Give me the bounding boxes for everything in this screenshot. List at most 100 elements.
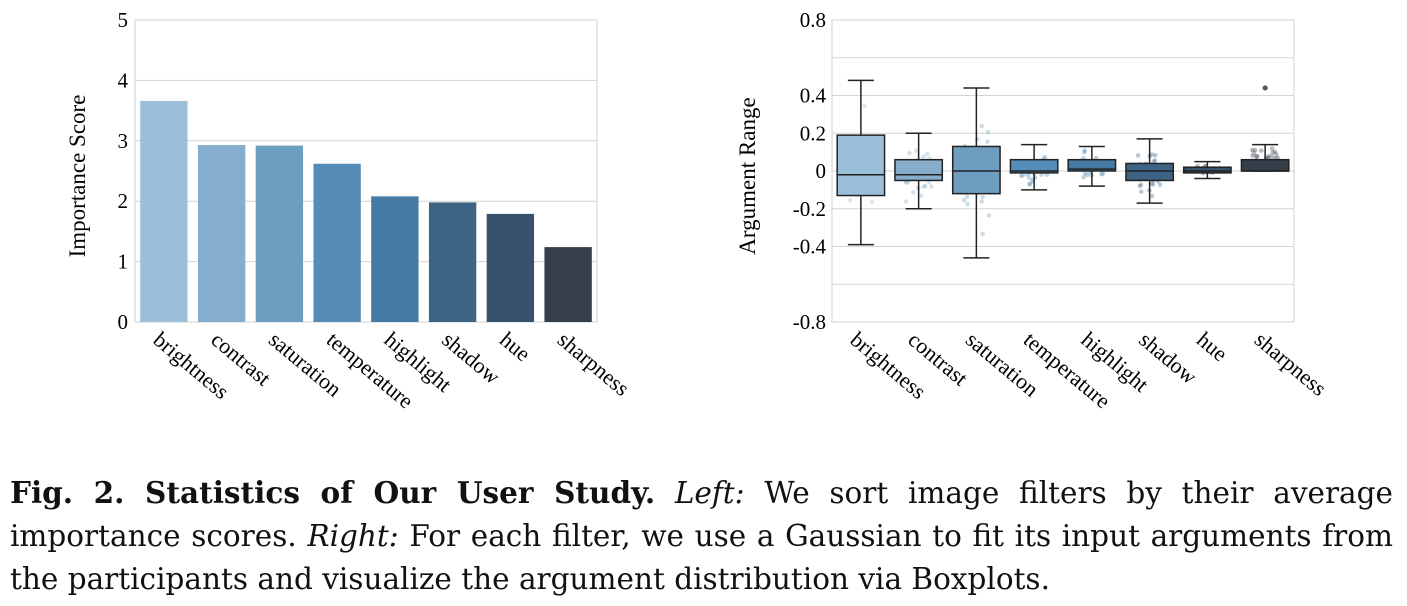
strip-point: [921, 184, 927, 189]
strip-point: [1042, 154, 1048, 160]
y-tick-label: 0: [118, 310, 129, 334]
strip-point: [1251, 150, 1257, 156]
y-tick-label: 2: [118, 189, 129, 213]
strip-point: [903, 199, 909, 204]
strip-point: [1152, 158, 1158, 163]
bar-sharpness: [544, 247, 592, 322]
strip-point: [1266, 153, 1271, 159]
strip-point: [1274, 152, 1279, 157]
bar-hue: [486, 213, 535, 322]
strip-point: [905, 180, 910, 185]
box-temperature: [1009, 158, 1059, 174]
bar-brightness: [140, 100, 188, 322]
strip-point: [980, 231, 985, 237]
strip-point: [869, 199, 875, 205]
strip-point: [1026, 175, 1032, 180]
strip-point: [1027, 181, 1032, 187]
strip-point: [1269, 154, 1274, 159]
y-tick-label: 0.8: [800, 8, 826, 32]
caption-right-label: Right:: [307, 519, 399, 553]
bar-temperature: [313, 163, 361, 322]
box-shadow: [1125, 162, 1175, 182]
caption-left-text: We sort image filters by their average i…: [10, 476, 1393, 553]
strip-point: [1081, 174, 1086, 180]
y-tick-label: 1: [118, 250, 129, 274]
strip-point: [1250, 153, 1255, 159]
strip-point: [985, 139, 990, 144]
strip-point: [1138, 182, 1144, 188]
box-saturation: [951, 145, 1001, 195]
strip-point: [1135, 153, 1141, 158]
strip-point: [920, 154, 926, 160]
y-tick-label: -0.8: [793, 310, 826, 334]
strip-point: [985, 129, 991, 135]
strip-point: [965, 201, 970, 207]
strip-point: [1149, 193, 1155, 199]
strip-point: [1250, 147, 1255, 153]
strip-point: [847, 197, 853, 203]
x-tick-label-hue: hue: [1192, 327, 1232, 367]
strip-point: [1254, 154, 1260, 159]
bar-chart: 012345brightnesscontrastsaturationtemper…: [65, 8, 635, 413]
strip-point: [1252, 147, 1258, 153]
y-tick-label: 0.2: [800, 121, 826, 145]
strip-point: [1137, 183, 1143, 189]
strip-point: [1085, 172, 1090, 178]
box-hue: [1182, 166, 1232, 174]
strip-point: [1018, 173, 1024, 178]
strip-point: [1081, 149, 1087, 155]
strip-point: [1027, 181, 1032, 187]
bar-saturation: [255, 145, 304, 322]
strip-point: [929, 184, 934, 189]
caption-right-text: For each filter, we use a Gaussian to fi…: [10, 519, 1393, 596]
strip-point: [1082, 170, 1088, 176]
strip-point: [961, 197, 967, 203]
box-sharpness: [1240, 158, 1290, 172]
strip-point: [911, 190, 916, 195]
strip-point: [1272, 149, 1278, 155]
x-tick-label-sharpness: sharpness: [1250, 327, 1332, 401]
box-contrast: [894, 158, 944, 182]
caption-left-label: Left:: [674, 476, 745, 510]
strip-point: [1138, 189, 1144, 194]
figure-charts: 012345brightnesscontrastsaturationtemper…: [65, 8, 1332, 413]
bar-shadow: [428, 202, 477, 322]
strip-point: [914, 148, 919, 153]
strip-point: [1150, 182, 1156, 187]
x-tick-label-hue: hue: [495, 327, 535, 367]
strip-point: [1153, 153, 1158, 158]
bar-contrast: [197, 145, 246, 322]
strip-point: [1029, 179, 1035, 184]
strip-point: [1254, 153, 1260, 159]
strip-point: [979, 123, 985, 129]
plot-frame: [831, 19, 1295, 323]
box-highlight: [1067, 158, 1117, 172]
x-tick-label-sharpness: sharpness: [553, 327, 635, 401]
y-tick-label: 3: [118, 129, 129, 153]
figure-caption: Fig. 2. Statistics of Our User Study. Le…: [10, 471, 1393, 601]
strip-point: [1020, 173, 1026, 178]
strip-point: [923, 183, 928, 189]
strip-point: [862, 103, 867, 109]
y-tick-label: -0.4: [793, 235, 827, 259]
y-tick-label: -0.2: [793, 197, 826, 221]
strip-point: [1150, 181, 1155, 186]
y-axis-label: Argument Range: [735, 97, 760, 254]
strip-point: [979, 199, 985, 204]
strip-point: [964, 194, 970, 199]
box-chart: -0.8-0.4-0.200.20.40.8brightnesscontrast…: [735, 8, 1332, 413]
strip-point: [907, 150, 912, 156]
strip-point: [918, 193, 924, 198]
strip-point: [980, 194, 985, 200]
plot-frame: [134, 19, 598, 323]
strip-point: [1258, 148, 1264, 153]
strip-point: [1149, 152, 1155, 157]
strip-point: [1269, 146, 1275, 151]
strip-point: [903, 180, 909, 185]
y-axis-label: Importance Score: [65, 95, 90, 258]
bar-highlight: [371, 196, 419, 322]
y-tick-label: 5: [118, 8, 129, 32]
strip-point: [1082, 148, 1088, 153]
strip-point: [986, 213, 992, 218]
y-tick-label: 4: [118, 68, 129, 92]
